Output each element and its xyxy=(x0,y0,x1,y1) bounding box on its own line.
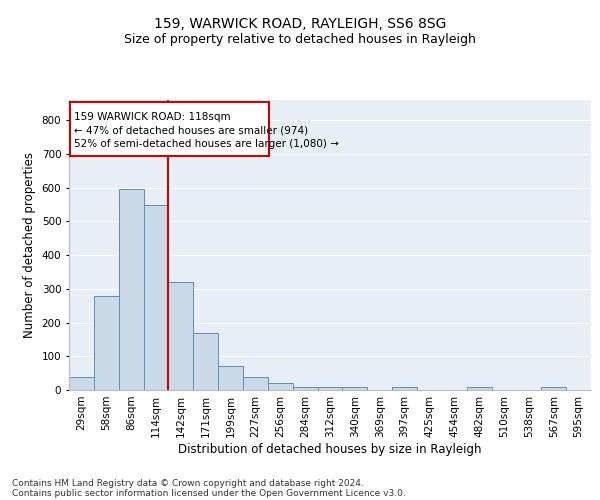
Text: Size of property relative to detached houses in Rayleigh: Size of property relative to detached ho… xyxy=(124,32,476,46)
Text: ← 47% of detached houses are smaller (974): ← 47% of detached houses are smaller (97… xyxy=(74,126,308,136)
Bar xyxy=(317,388,343,390)
Bar xyxy=(541,388,566,390)
Text: 159 WARWICK ROAD: 118sqm: 159 WARWICK ROAD: 118sqm xyxy=(74,112,230,122)
Text: 159, WARWICK ROAD, RAYLEIGH, SS6 8SG: 159, WARWICK ROAD, RAYLEIGH, SS6 8SG xyxy=(154,18,446,32)
Bar xyxy=(69,377,94,390)
Text: Contains HM Land Registry data © Crown copyright and database right 2024.: Contains HM Land Registry data © Crown c… xyxy=(12,478,364,488)
Bar xyxy=(70,102,269,156)
Bar xyxy=(94,296,119,390)
Bar xyxy=(119,190,143,390)
Bar xyxy=(467,388,491,390)
Y-axis label: Number of detached properties: Number of detached properties xyxy=(23,152,36,338)
Bar xyxy=(218,366,243,390)
Bar xyxy=(293,386,317,390)
Bar xyxy=(193,332,218,390)
Bar xyxy=(392,388,417,390)
Bar xyxy=(343,388,367,390)
Bar xyxy=(169,282,193,390)
Bar xyxy=(268,384,293,390)
Bar xyxy=(243,377,268,390)
Text: Contains public sector information licensed under the Open Government Licence v3: Contains public sector information licen… xyxy=(12,488,406,498)
Text: 52% of semi-detached houses are larger (1,080) →: 52% of semi-detached houses are larger (… xyxy=(74,139,339,149)
X-axis label: Distribution of detached houses by size in Rayleigh: Distribution of detached houses by size … xyxy=(178,442,482,456)
Bar xyxy=(143,204,169,390)
